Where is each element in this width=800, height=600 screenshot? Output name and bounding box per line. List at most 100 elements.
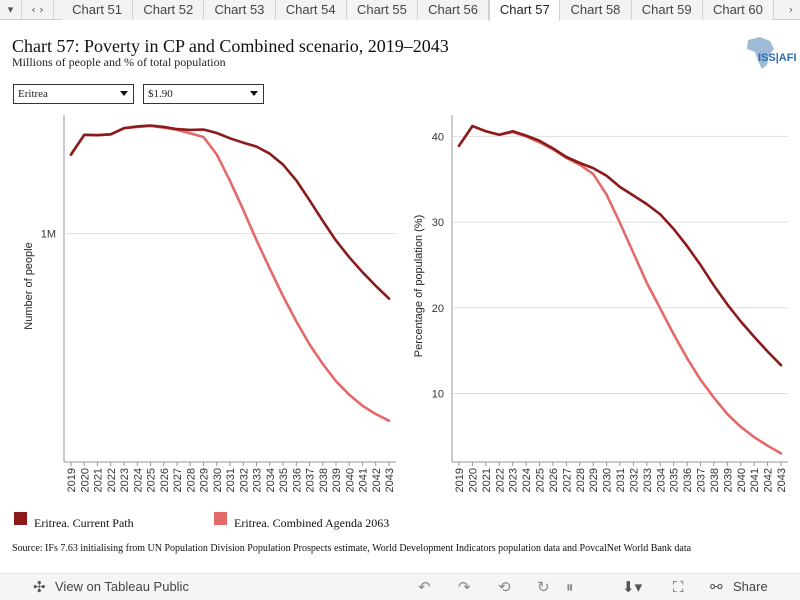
country-select[interactable]: Eritrea	[13, 84, 134, 104]
panel1-x-tick-label: 2038	[318, 468, 330, 492]
legend-label-current-path: Eritrea. Current Path	[34, 516, 134, 530]
panel2-x-tick-label: 2042	[763, 468, 775, 492]
panel2-x-tick-label: 2043	[776, 468, 788, 492]
tab-chart-53[interactable]: Chart 53	[204, 0, 276, 20]
panel2-x-tick-label: 2027	[561, 468, 573, 492]
panel2-x-tick-label: 2036	[682, 468, 694, 492]
panel1-series-combined	[69, 124, 391, 423]
panel1-y-axis-label: Number of people	[23, 242, 35, 329]
panel2-x-tick-label: 2021	[481, 468, 493, 492]
tab-chart-57[interactable]: Chart 57	[489, 0, 561, 21]
panel2-x-tick-label: 2019	[454, 468, 466, 492]
panel2-x-tick-label: 2020	[467, 468, 479, 492]
panel1-y-tick-label: 1M	[41, 229, 56, 241]
country-select-value: Eritrea	[18, 88, 48, 100]
panel2-x-tick-label: 2028	[575, 468, 587, 492]
panel1-x-tick-label: 2041	[358, 468, 370, 492]
tab-chart-60[interactable]: Chart 60	[702, 0, 774, 20]
panel2-x-tick-label: 2038	[709, 468, 721, 492]
poverty-line-select[interactable]: $1.90	[143, 84, 264, 104]
panel1-series-current-path	[69, 124, 391, 300]
tableau-logo-icon[interactable]: ✣	[33, 578, 46, 596]
pause-icon[interactable]: ⏸	[566, 578, 574, 596]
panel1-x-tick-label: 2034	[265, 468, 277, 492]
tab-menu-icon[interactable]: ▾	[0, 0, 22, 20]
tab-bar: ▾ ‹ › Chart 51 Chart 52 Chart 53 Chart 54 Ch…	[0, 0, 800, 21]
tableau-toolbar: ✣ View on Tableau Public ↶ ↷ ⟲ ↻ ⏸ ⬇▾ ⛶ …	[0, 573, 800, 600]
tab-chart-54[interactable]: Chart 54	[275, 0, 347, 20]
panel2-y-tick-label: 30	[432, 217, 444, 229]
poverty-line-select-value: $1.90	[148, 88, 173, 100]
panel1-x-tick-label: 2039	[331, 468, 343, 492]
panel2-y-tick-label: 10	[432, 388, 444, 400]
panel1-x-tick-label: 2025	[146, 468, 158, 492]
panel1-x-tick-label: 2023	[119, 468, 131, 492]
tab-chart-52[interactable]: Chart 52	[133, 0, 205, 20]
fullscreen-icon[interactable]: ⛶	[673, 578, 684, 596]
panel2-x-tick-label: 2024	[521, 468, 533, 492]
refresh-icon[interactable]: ↻	[537, 578, 550, 596]
panel1-x-tick-label: 2026	[159, 468, 171, 492]
panel2-x-tick-label: 2026	[548, 468, 560, 492]
panel2-x-tick-label: 2029	[588, 468, 600, 492]
share-button[interactable]: Share	[733, 579, 768, 594]
source-note: Source: IFs 7.63 initialising from UN Po…	[12, 543, 692, 554]
panel1-x-tick-label: 2019	[66, 468, 78, 492]
tab-chart-51[interactable]: Chart 51	[62, 0, 134, 20]
panel2-x-tick-label: 2025	[535, 468, 547, 492]
page-subtitle: Millions of people and % of total popula…	[12, 55, 226, 69]
panel1-x-tick-label: 2037	[305, 468, 317, 492]
panel1-x-tick-label: 2032	[238, 468, 250, 492]
panel2-x-tick-label: 2040	[736, 468, 748, 492]
legend-swatch-combined	[214, 512, 227, 525]
panel2-x-tick-label: 2033	[642, 468, 654, 492]
legend-item-current-path[interactable]: Eritrea. Current Path	[14, 512, 194, 530]
panel1-x-tick-label: 2029	[199, 468, 211, 492]
redo-icon[interactable]: ↷	[458, 578, 471, 596]
panel1-x-tick-label: 2043	[384, 468, 396, 492]
revert-icon[interactable]: ⟲	[498, 578, 511, 596]
panel1-x-tick-label: 2030	[212, 468, 224, 492]
panel2-x-tick-label: 2034	[655, 468, 667, 492]
panel1-x-tick-label: 2031	[225, 468, 237, 492]
panel2-x-tick-label: 2031	[615, 468, 627, 492]
legend-label-combined: Eritrea. Combined Agenda 2063	[234, 516, 390, 530]
tab-chart-58[interactable]: Chart 58	[560, 0, 632, 20]
panel2-x-tick-label: 2022	[494, 468, 506, 492]
tab-chart-59[interactable]: Chart 59	[631, 0, 703, 20]
tab-scroll-right-icon[interactable]: ›	[788, 3, 794, 16]
panel2-y-tick-label: 40	[432, 131, 444, 143]
page-title: Chart 57: Poverty in CP and Combined sce…	[12, 36, 449, 56]
iss-africa-logo: ISS|AFI	[740, 36, 797, 70]
panel2-x-tick-label: 2037	[696, 468, 708, 492]
legend-swatch-current-path	[14, 512, 27, 525]
panel1-x-tick-label: 2036	[291, 468, 303, 492]
panel1-x-tick-label: 2042	[371, 468, 383, 492]
panel2-x-tick-label: 2030	[602, 468, 614, 492]
panel2-y-tick-label: 20	[432, 303, 444, 315]
share-icon[interactable]: ⚯	[710, 578, 723, 596]
undo-icon[interactable]: ↶	[418, 578, 431, 596]
chevron-down-icon	[120, 91, 128, 96]
chevron-down-icon	[250, 91, 258, 96]
panel1-x-tick-label: 2022	[106, 468, 118, 492]
panel2-x-tick-label: 2023	[508, 468, 520, 492]
panel1-x-tick-label: 2024	[132, 468, 144, 492]
panel2-series-current-path	[457, 124, 783, 367]
panel1-x-tick-label: 2027	[172, 468, 184, 492]
panel2-series-combined	[457, 124, 783, 455]
download-icon[interactable]: ⬇▾	[622, 578, 643, 596]
panel1-x-tick-label: 2040	[344, 468, 356, 492]
panel1-x-tick-label: 2021	[93, 468, 105, 492]
tab-chart-56[interactable]: Chart 56	[418, 0, 490, 20]
tab-chart-55[interactable]: Chart 55	[346, 0, 418, 20]
panel1-x-tick-label: 2020	[79, 468, 91, 492]
tab-scroll-arrows[interactable]: ‹ ›	[22, 0, 54, 20]
view-on-tableau-link[interactable]: View on Tableau Public	[55, 579, 189, 594]
panel2-x-tick-label: 2041	[749, 468, 761, 492]
panel1-x-tick-label: 2033	[252, 468, 264, 492]
panel1-x-tick-label: 2035	[278, 468, 290, 492]
legend-item-combined[interactable]: Eritrea. Combined Agenda 2063	[214, 512, 434, 530]
panel2-x-tick-label: 2035	[669, 468, 681, 492]
